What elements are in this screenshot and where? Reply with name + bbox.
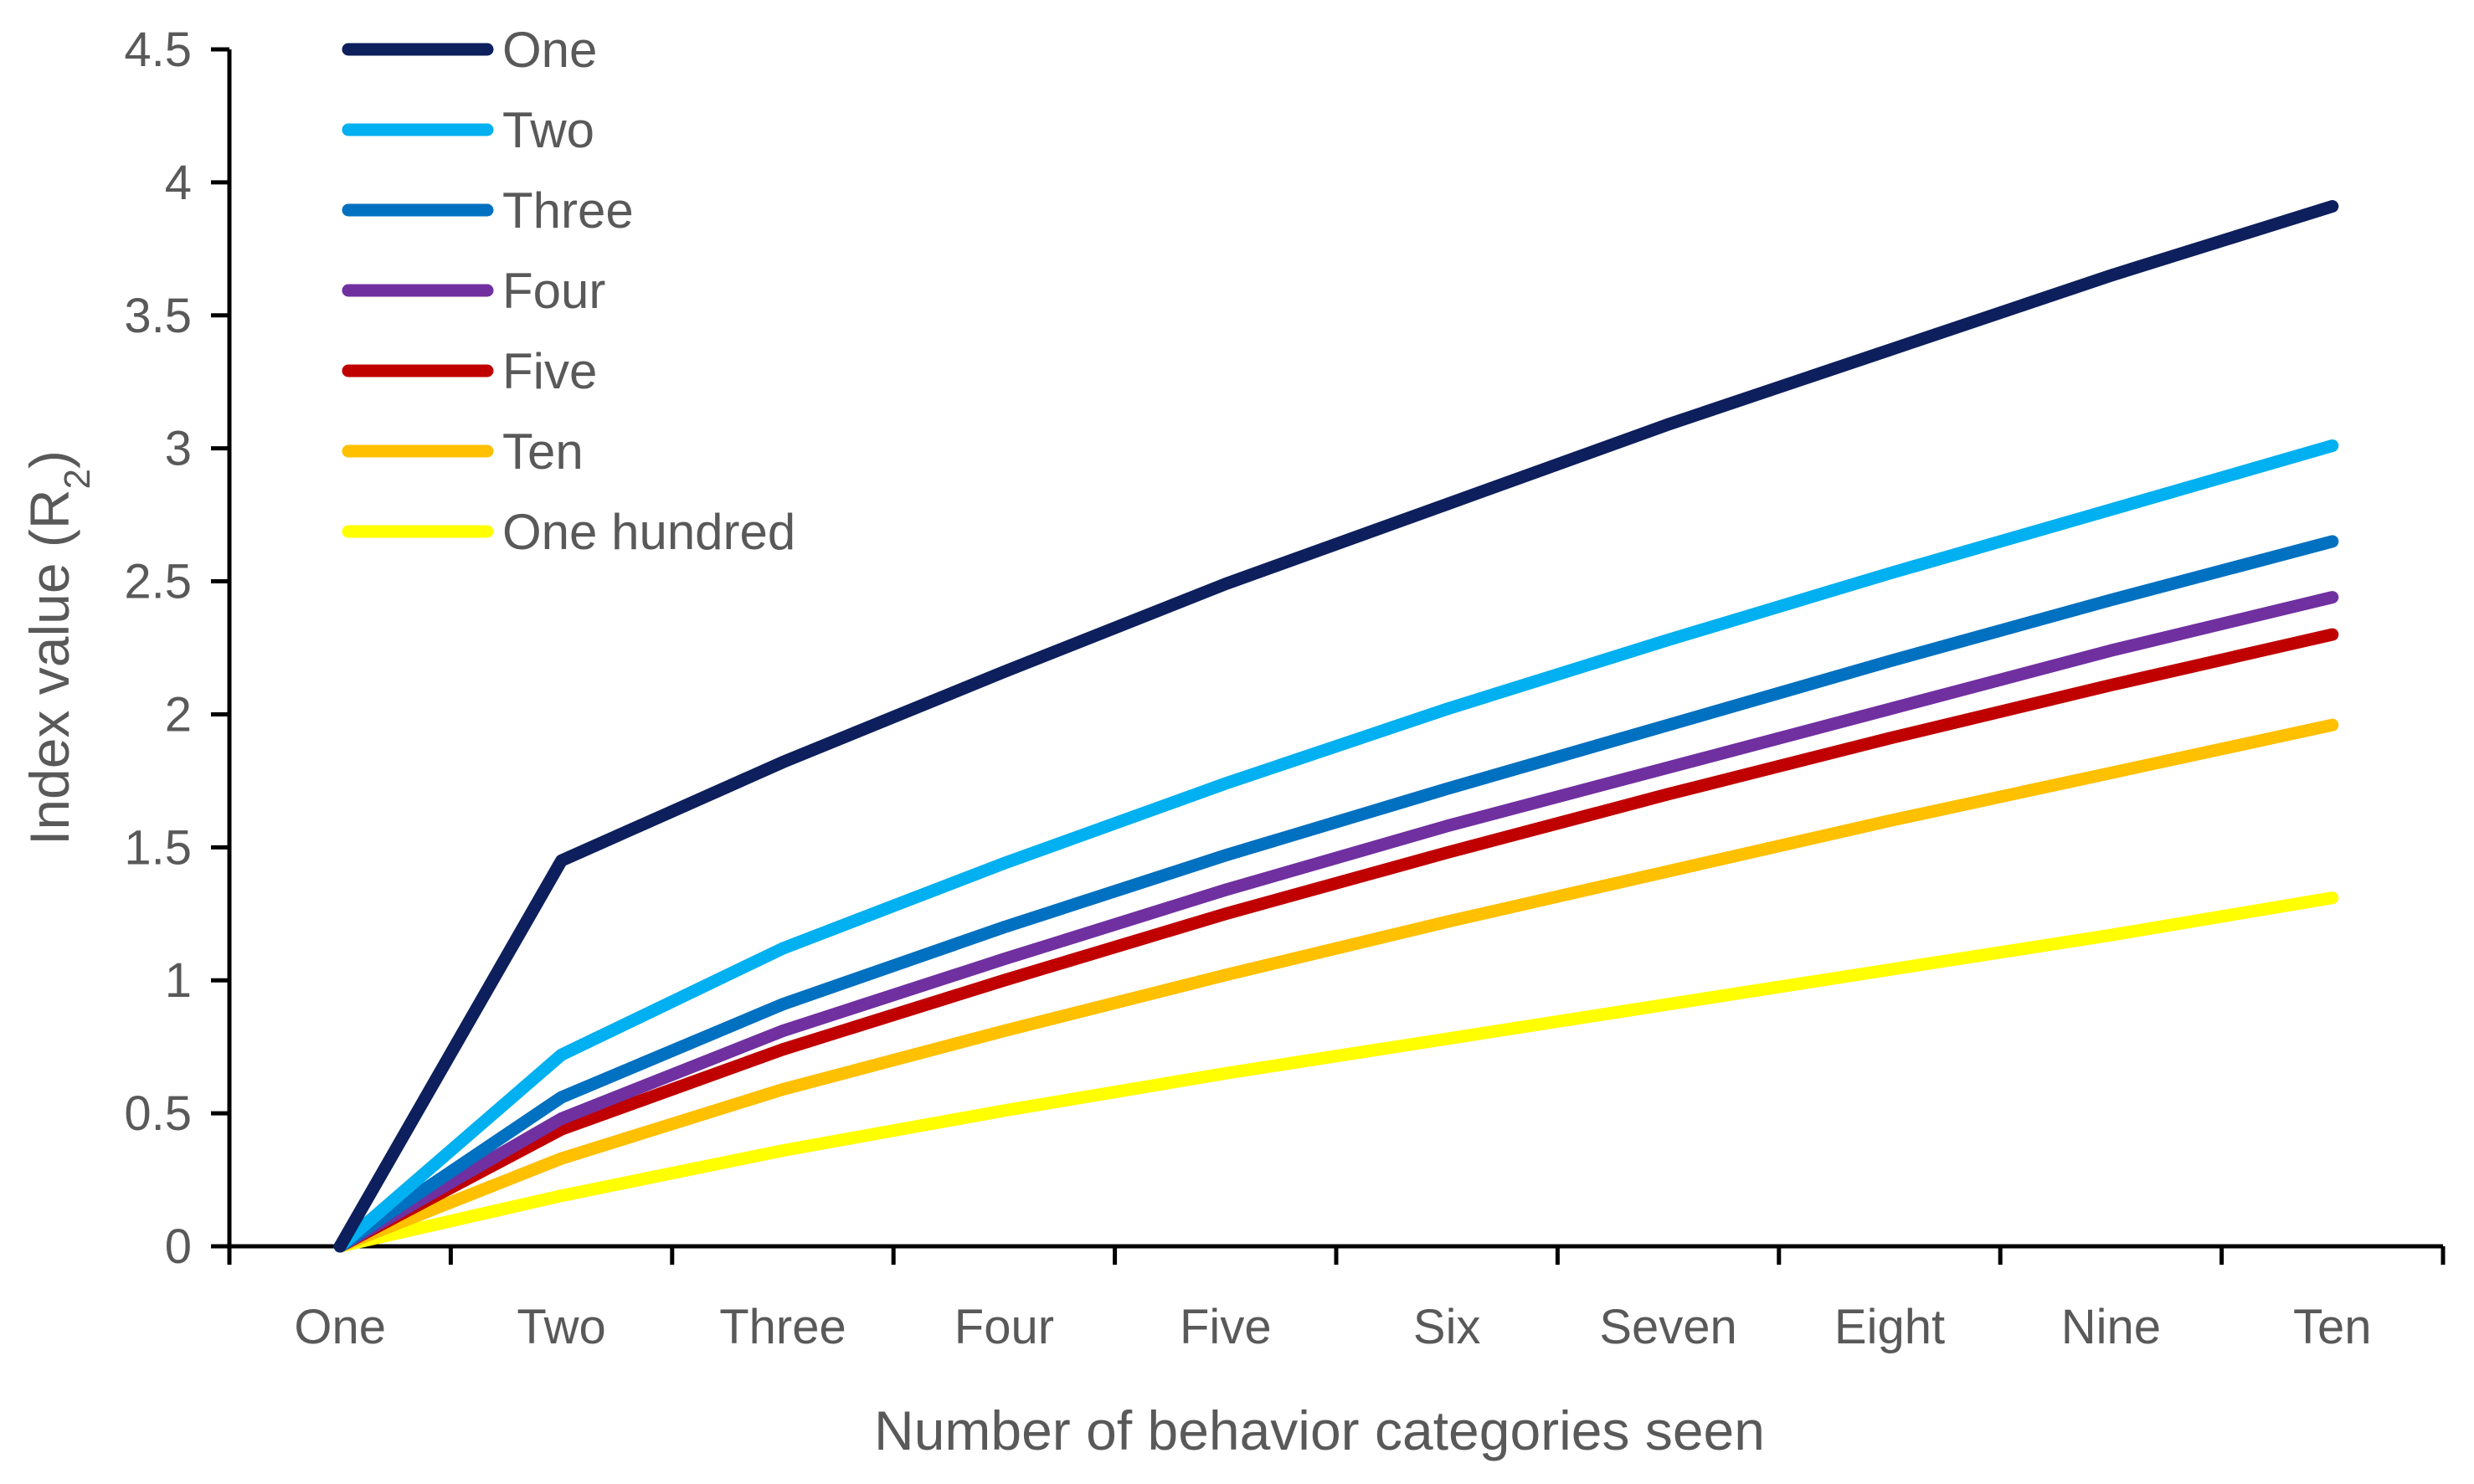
legend-label: Five <box>502 343 597 399</box>
legend-label: One <box>502 22 597 78</box>
x-ticks: One Two Three Four Five Six Seven Eight Nine Ten <box>227 1246 2446 1354</box>
series-line-one-hundred <box>333 891 2339 1253</box>
y-tick-label: 0.5 <box>124 1086 192 1141</box>
series-lines <box>333 200 2339 1253</box>
legend-label: Three <box>502 182 634 239</box>
series-line-four <box>333 591 2339 1253</box>
x-tick-label: Ten <box>2293 1300 2372 1354</box>
y-tick-label: 0 <box>165 1220 192 1274</box>
x-tick-label: Nine <box>2061 1300 2161 1354</box>
legend: One Two Three Four Five Ten One hundred <box>342 22 795 560</box>
legend-label: Two <box>502 102 594 158</box>
y-tick-label: 4 <box>165 156 192 210</box>
y-ticks: 0 0.5 1 1.5 2 2.5 3 3.5 4 4.5 <box>124 23 229 1274</box>
y-tick-label: 2 <box>165 687 192 742</box>
x-tick-label: Seven <box>1599 1300 1736 1354</box>
x-tick-label: Three <box>719 1300 846 1354</box>
y-tick-label: 1 <box>165 953 192 1008</box>
y-tick-label: 3.5 <box>124 289 192 343</box>
legend-label: One hundred <box>502 504 795 560</box>
y-axis-title-suffix: ) <box>18 450 80 469</box>
x-tick-label: Six <box>1413 1300 1481 1354</box>
y-tick-label: 1.5 <box>124 820 192 875</box>
y-axis-title-main: Index value (R <box>18 489 80 845</box>
y-tick-label: 4.5 <box>124 23 192 77</box>
y-axis-title: Index value (R2) <box>18 450 98 845</box>
x-axis-title: Number of behavior categories seen <box>874 1399 1765 1461</box>
y-axis-title-subscript: 2 <box>57 469 98 489</box>
legend-label: Ten <box>502 424 584 480</box>
x-tick-label: Two <box>517 1300 605 1354</box>
series-line-one <box>333 200 2339 1253</box>
y-tick-label: 3 <box>165 422 192 476</box>
series-line-two <box>333 439 2339 1253</box>
series-line-ten <box>333 718 2339 1253</box>
series-line-five <box>333 628 2339 1253</box>
legend-label: Four <box>502 263 605 319</box>
y-tick-label: 2.5 <box>124 555 192 609</box>
series-line-three <box>333 535 2339 1253</box>
x-tick-label: Eight <box>1834 1300 1945 1354</box>
x-tick-label: Five <box>1180 1300 1272 1354</box>
x-tick-label: One <box>294 1300 386 1354</box>
x-tick-label: Four <box>954 1300 1054 1354</box>
